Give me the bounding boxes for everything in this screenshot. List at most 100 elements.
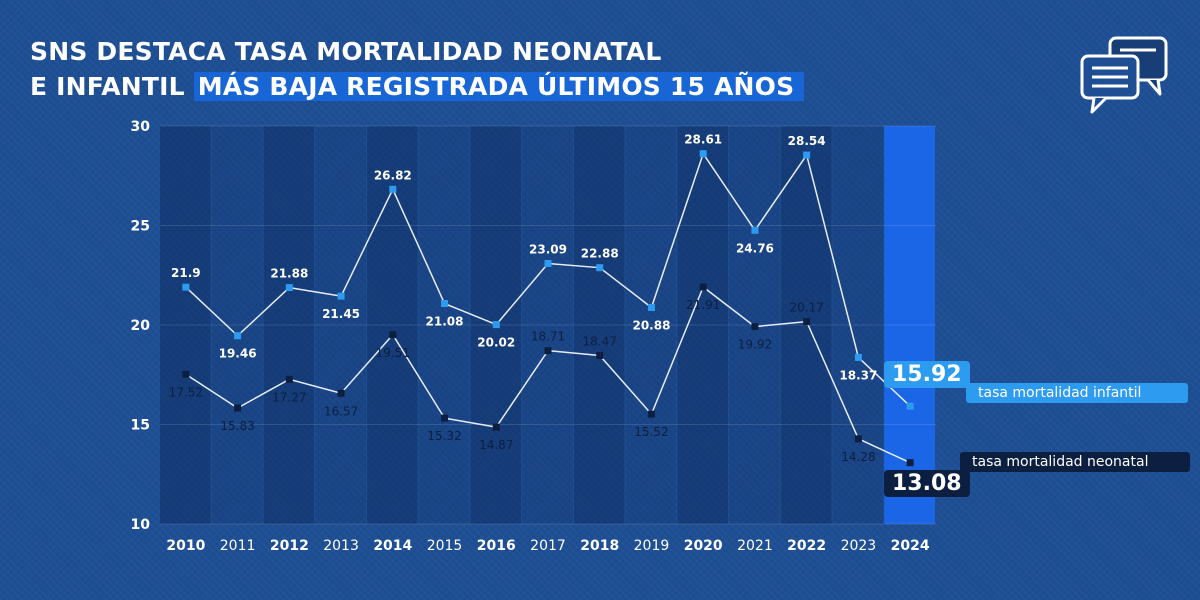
data-point — [699, 150, 707, 158]
data-label: 24.76 — [736, 241, 774, 255]
data-point — [906, 459, 914, 467]
data-label: 21.9 — [171, 266, 201, 280]
y-tick-label: 30 — [131, 119, 151, 135]
data-point — [389, 185, 397, 193]
data-point — [803, 151, 811, 159]
data-point — [596, 351, 604, 359]
data-label: 21.45 — [322, 307, 360, 321]
data-label: 19.92 — [738, 338, 772, 352]
column-band-2020 — [677, 126, 729, 524]
data-label: 16.57 — [324, 404, 358, 418]
data-point — [182, 370, 190, 378]
column-band-2023 — [832, 126, 884, 524]
y-tick-label: 10 — [131, 517, 151, 533]
data-label: 17.52 — [169, 385, 203, 399]
data-point — [492, 423, 500, 431]
x-tick-label: 2012 — [270, 538, 309, 554]
final-value-infantil: 15.92 — [884, 361, 970, 388]
data-point — [441, 414, 449, 422]
x-tick-label: 2015 — [427, 538, 463, 554]
data-point — [389, 331, 397, 339]
data-point — [337, 292, 345, 300]
data-point — [337, 389, 345, 397]
x-tick-label: 2023 — [841, 538, 877, 554]
data-point — [803, 318, 811, 326]
title-plain: E INFANTIL — [30, 72, 185, 101]
x-tick-label: 2018 — [580, 538, 619, 554]
data-label: 21.91 — [686, 298, 720, 312]
data-point — [647, 410, 655, 418]
chat-bubbles-icon — [1078, 34, 1174, 114]
data-point — [751, 323, 759, 331]
data-label: 28.54 — [788, 134, 826, 148]
x-tick-label: 2020 — [684, 538, 723, 554]
data-point — [234, 332, 242, 340]
column-band-2024 — [884, 126, 935, 524]
data-point — [596, 264, 604, 272]
data-label: 21.08 — [426, 315, 464, 329]
data-label: 20.02 — [477, 336, 515, 350]
data-label: 15.52 — [634, 425, 668, 439]
column-band-2015 — [418, 126, 470, 524]
data-label: 20.88 — [632, 318, 670, 332]
data-label: 18.47 — [583, 334, 617, 348]
title-line-1: SNS DESTACA TASA MORTALIDAD NEONATAL — [30, 37, 662, 66]
y-tick-label: 25 — [131, 219, 150, 235]
data-point — [492, 321, 500, 329]
data-point — [854, 435, 862, 443]
column-band-2017 — [522, 126, 573, 524]
column-band-2019 — [625, 126, 677, 524]
x-tick-label: 2010 — [166, 538, 205, 554]
column-band-2010 — [160, 126, 211, 524]
x-tick-label: 2017 — [530, 538, 566, 554]
data-label: 15.32 — [427, 429, 461, 443]
data-label: 23.09 — [529, 243, 567, 257]
title-line-2: E INFANTIL MÁS BAJA REGISTRADA ÚLTIMOS 1… — [30, 69, 805, 104]
x-tick-label: 2021 — [737, 538, 773, 554]
data-label: 17.27 — [272, 390, 306, 404]
data-label: 22.88 — [581, 247, 619, 261]
title-highlight: MÁS BAJA REGISTRADA ÚLTIMOS 15 AÑOS — [193, 72, 805, 101]
x-tick-label: 2013 — [323, 538, 359, 554]
column-band-2011 — [211, 126, 263, 524]
legend-neonatal: tasa mortalidad neonatal — [960, 452, 1190, 472]
data-label: 18.71 — [531, 330, 565, 344]
data-point — [699, 283, 707, 291]
data-point — [906, 402, 914, 410]
x-tick-label: 2022 — [787, 538, 826, 554]
data-point — [854, 353, 862, 361]
data-point — [234, 404, 242, 412]
y-tick-label: 15 — [131, 418, 150, 434]
column-band-2013 — [315, 126, 366, 524]
data-label: 26.82 — [374, 168, 412, 182]
data-point — [544, 260, 552, 268]
data-point — [544, 347, 552, 355]
page-title: SNS DESTACA TASA MORTALIDAD NEONATAL E I… — [30, 34, 805, 104]
data-point — [285, 284, 293, 292]
data-label: 14.28 — [841, 450, 875, 464]
data-point — [441, 300, 449, 308]
data-point — [751, 226, 759, 234]
x-tick-label: 2024 — [891, 538, 930, 554]
x-tick-label: 2014 — [373, 538, 412, 554]
data-label: 15.83 — [220, 419, 254, 433]
data-label: 19.46 — [219, 347, 257, 361]
legend-infantil: tasa mortalidad infantil — [966, 383, 1188, 403]
data-label: 14.87 — [479, 438, 513, 452]
data-label: 20.17 — [789, 301, 823, 315]
x-tick-label: 2016 — [477, 538, 516, 554]
x-tick-label: 2011 — [220, 538, 256, 554]
data-label: 19.51 — [376, 346, 410, 360]
column-band-2012 — [263, 126, 315, 524]
y-tick-label: 20 — [131, 318, 151, 334]
x-tick-label: 2019 — [634, 538, 670, 554]
data-label: 21.88 — [270, 267, 308, 281]
final-value-neonatal: 13.08 — [884, 470, 970, 497]
data-label: 18.37 — [839, 368, 877, 382]
data-point — [182, 283, 190, 291]
data-point — [647, 303, 655, 311]
column-band-2018 — [573, 126, 625, 524]
data-label: 28.61 — [684, 133, 722, 147]
data-point — [285, 375, 293, 383]
